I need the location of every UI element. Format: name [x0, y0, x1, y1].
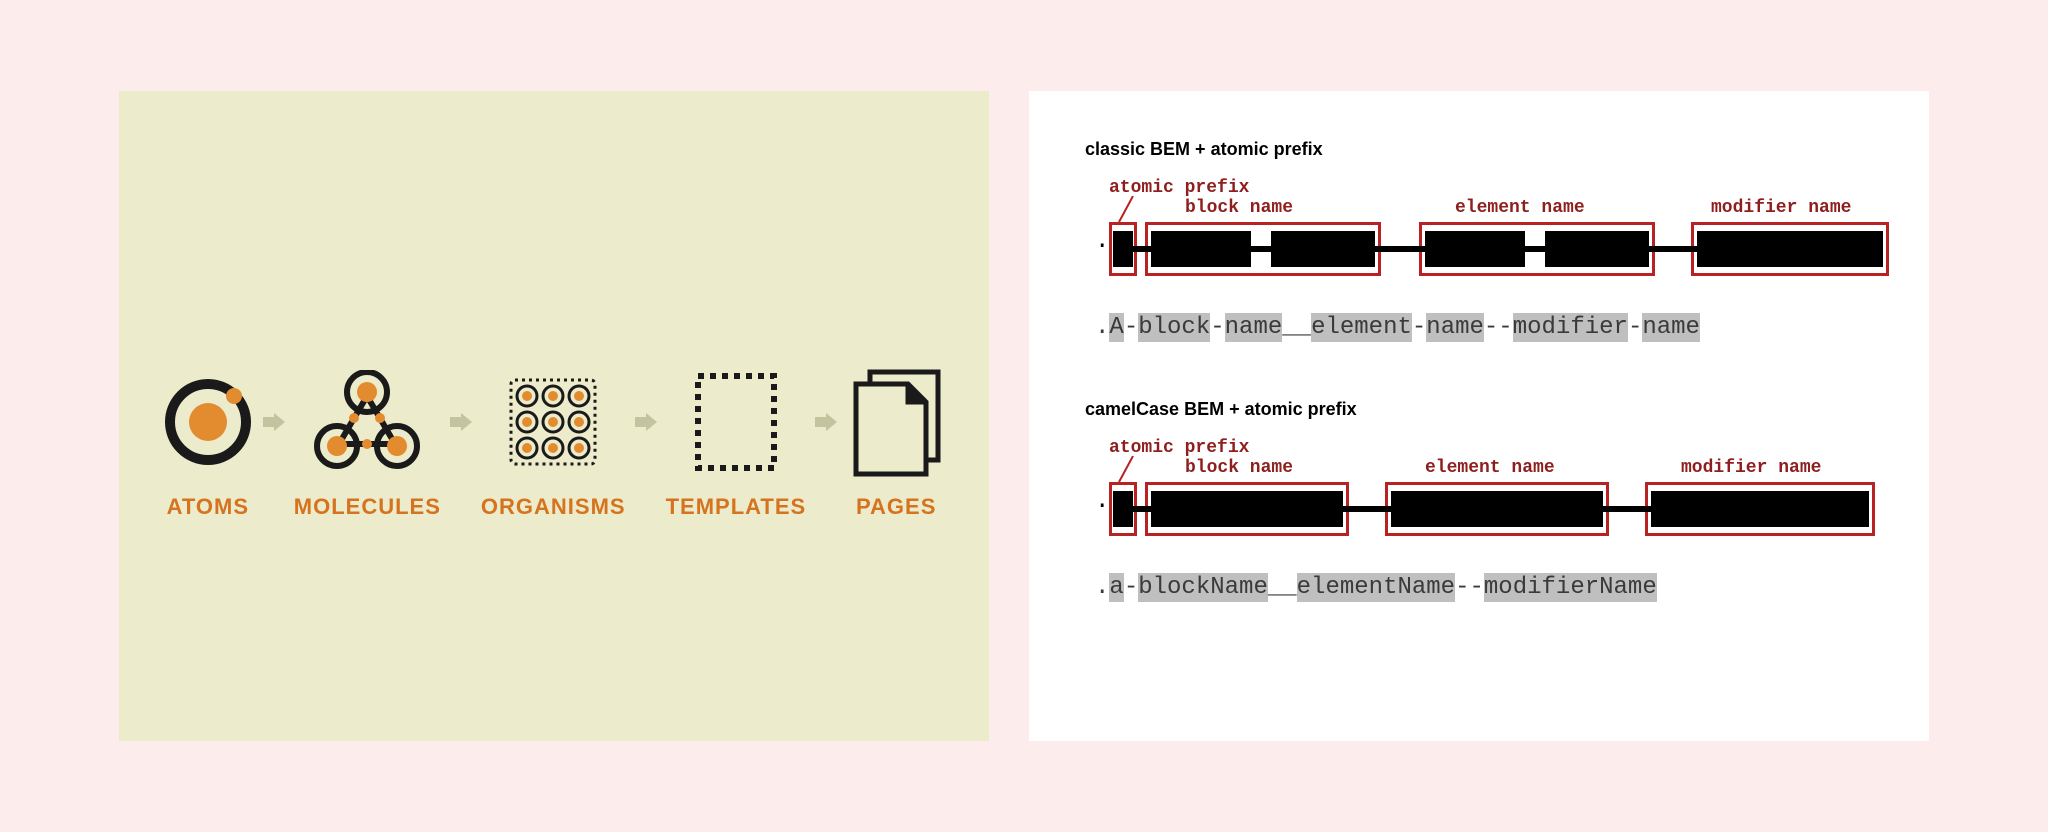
block-seg: [1425, 231, 1525, 267]
connector: [1133, 506, 1151, 512]
block-seg: [1151, 491, 1343, 527]
label-atomic-prefix: atomic prefix: [1109, 178, 1249, 198]
atomic-design-panel: ATOMS: [119, 91, 989, 741]
arrow-icon: [812, 372, 840, 472]
atomic-item-templates: TEMPLATES: [666, 372, 807, 520]
block-seg: [1151, 231, 1251, 267]
atomic-item-atoms: ATOMS: [162, 372, 254, 520]
organisms-label: ORGANISMS: [481, 494, 626, 520]
templates-icon: [692, 372, 780, 472]
section-camelcase-bem: camelCase BEM + atomic prefix atomic pre…: [1085, 399, 1873, 601]
arrow-icon: [260, 372, 288, 472]
molecules-icon: [311, 372, 423, 472]
label-element-name: element name: [1455, 198, 1585, 218]
atomic-item-organisms: ORGANISMS: [481, 372, 626, 520]
connector: [1343, 506, 1391, 512]
code-example-classic: .A-block-name__element-name--modifier-na…: [1095, 314, 1873, 341]
pages-label: PAGES: [856, 494, 936, 520]
connector: [1133, 246, 1151, 252]
connector: [1375, 246, 1425, 252]
diagram-camelcase: atomic prefix block name element name mo…: [1095, 438, 1873, 548]
arrow-icon: [447, 372, 475, 472]
section-title: classic BEM + atomic prefix: [1085, 139, 1873, 160]
label-element-name: element name: [1425, 458, 1555, 478]
connector: [1251, 246, 1271, 252]
connector: [1649, 246, 1697, 252]
atoms-icon: [162, 372, 254, 472]
label-atomic-prefix: atomic prefix: [1109, 438, 1249, 458]
bem-naming-panel: classic BEM + atomic prefix atomic prefi…: [1029, 91, 1929, 741]
block-seg: [1113, 231, 1133, 267]
atomic-design-row: ATOMS: [162, 372, 946, 520]
label-block-name: block name: [1185, 198, 1293, 218]
pages-icon: [846, 372, 946, 472]
atomic-item-pages: PAGES: [846, 372, 946, 520]
arrow-icon: [632, 372, 660, 472]
diagram-classic: atomic prefix block name element name mo…: [1095, 178, 1873, 288]
molecules-label: MOLECULES: [294, 494, 441, 520]
connector: [1525, 246, 1545, 252]
atomic-item-molecules: MOLECULES: [294, 372, 441, 520]
organisms-icon: [501, 372, 605, 472]
section-title: camelCase BEM + atomic prefix: [1085, 399, 1873, 420]
block-seg: [1545, 231, 1649, 267]
label-block-name: block name: [1185, 458, 1293, 478]
atoms-label: ATOMS: [167, 494, 249, 520]
code-example-camelcase: .a-blockName__elementName--modifierName: [1095, 574, 1873, 601]
section-classic-bem: classic BEM + atomic prefix atomic prefi…: [1085, 139, 1873, 341]
block-seg: [1651, 491, 1869, 527]
block-seg: [1697, 231, 1883, 267]
block-seg: [1113, 491, 1133, 527]
connector: [1603, 506, 1651, 512]
label-modifier-name: modifier name: [1681, 458, 1821, 478]
label-modifier-name: modifier name: [1711, 198, 1851, 218]
block-seg: [1271, 231, 1375, 267]
templates-label: TEMPLATES: [666, 494, 807, 520]
block-seg: [1391, 491, 1603, 527]
